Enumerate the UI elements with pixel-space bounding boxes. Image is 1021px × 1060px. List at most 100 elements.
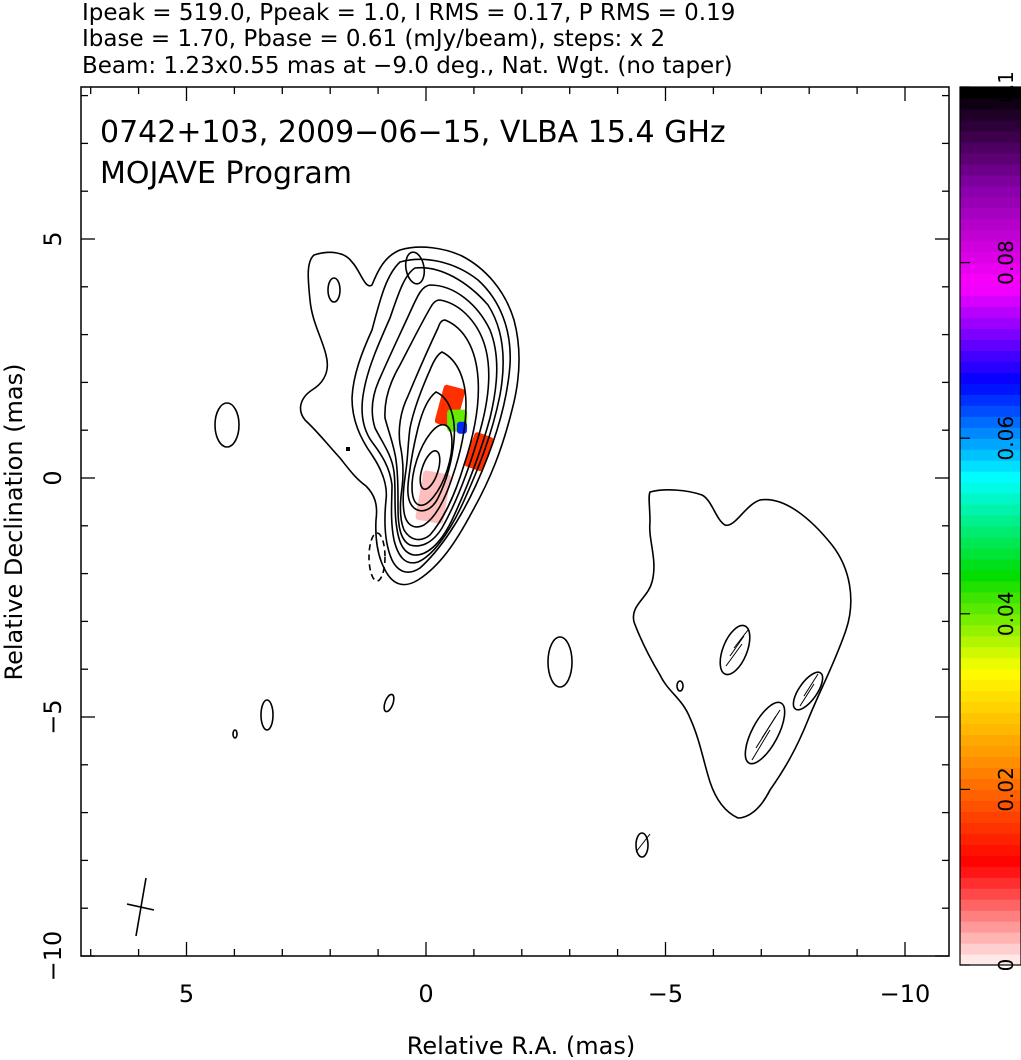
colorbar-band [960,339,1021,351]
colorbar-band [960,361,1021,373]
colorbar-band [960,877,1021,889]
colorbar-band [960,97,1021,110]
colorbar-ticks: 0 0.02 0.04 0.06 0.08 0.1 [960,71,1018,971]
colorbar-band [960,229,1021,242]
colorbar-band [960,284,1021,297]
colorbar-band [960,119,1021,132]
colorbar-band [960,394,1021,406]
colorbar-band [960,701,1021,714]
hatch-lines [635,629,819,853]
colorbar-band [960,855,1021,867]
contour-island-c [232,729,238,739]
colorbar-band [960,910,1021,922]
colorbar-band [960,921,1021,933]
plot-title-line-1: 0742+103, 2009−06−15, VLBA 15.4 GHz [100,115,726,150]
contour-left-small [327,277,341,303]
colorbar-band [960,87,1021,99]
contour-island-b [260,699,274,731]
colorbar-band [960,207,1021,220]
colorbar-band [960,515,1021,527]
colorbar-tick-label: 0.02 [994,767,1018,812]
contour-core-1 [411,423,453,507]
colorbar-band [960,174,1021,187]
axis-ticks [81,87,949,957]
colorbar-band [960,613,1021,626]
colorbar-band [960,108,1021,121]
colorbar-band [960,954,1021,966]
colorbar-tick-label: 0.08 [994,240,1018,285]
contour-core-2 [419,450,441,490]
colorbar-band [960,493,1021,505]
contour-island-d [383,693,395,713]
colorbar-band [960,536,1021,549]
colorbar-band [960,218,1021,231]
colorbar-band [960,273,1021,286]
colorbar-band [960,251,1021,264]
header-line-2: Ibase = 1.70, Pbase = 0.61 (mJy/beam), s… [82,26,665,52]
y-tick-label: 5 [39,231,67,246]
colorbar-band [960,723,1021,736]
colorbar-band [960,800,1021,812]
colorbar-band [960,789,1021,801]
colorbar-band [960,141,1021,154]
colorbar-band [960,767,1021,780]
colorbar-tick-label: 0.1 [994,71,1018,103]
colorbar-band [960,833,1021,845]
contour-5 [384,299,490,547]
contour-diffuse-region [632,489,852,819]
colorbar-band [960,679,1021,692]
colorbar-band [960,306,1021,319]
colorbar-band [960,734,1021,747]
colorbar-band [960,690,1021,703]
colorbar-band [960,745,1021,758]
colorbar-band [960,844,1021,856]
contour-island-a [547,636,573,688]
colorbar-band [960,635,1021,648]
colorbar-band [960,624,1021,637]
colorbar-band [960,569,1021,582]
colorbar-band [960,580,1021,593]
contour-2 [351,258,511,573]
header-line-3: Beam: 1.23x0.55 mas at −9.0 deg., Nat. W… [82,53,733,79]
colorbar-band [960,778,1021,790]
colorbar-band [960,295,1021,308]
colorbar-band [960,163,1021,176]
plot-title-line-2: MOJAVE Program [100,156,352,191]
colorbar-band [960,756,1021,769]
contour-7 [402,351,467,528]
colorbar [960,87,1021,966]
colorbar-band [960,240,1021,253]
colorbar-band [960,328,1021,341]
y-tick-label: −10 [39,931,67,982]
colorbar-band [960,405,1021,417]
colorbar-band [960,438,1021,450]
x-axis-label: Relative R.A. (mas) [407,1032,635,1060]
colorbar-band [960,866,1021,878]
colorbar-band [960,943,1021,955]
contour-6 [398,319,480,541]
colorbar-band [960,932,1021,944]
colorbar-band [960,460,1021,472]
colorbar-band [960,471,1021,483]
colorbar-band [960,130,1021,143]
contour-island-f [635,832,649,858]
contour-hatched-2 [744,701,786,765]
x-tick-label: −5 [648,980,683,1008]
colorbar-band [960,350,1021,362]
plot-frame [80,86,950,957]
contour-hatched-3 [792,671,824,711]
colorbar-band [960,899,1021,911]
contour-3 [361,266,504,564]
contour-top-blob [404,251,426,285]
x-tick-label: 5 [179,980,194,1008]
contour-left-island [214,402,240,448]
contour-4 [371,284,498,556]
colorbar-band [960,712,1021,725]
colorbar-band [960,526,1021,538]
x-tick-label: −10 [880,980,931,1008]
y-tick-label: 0 [39,470,67,485]
colorbar-band [960,317,1021,330]
contour-negative [368,532,386,582]
y-tick-label: −5 [39,699,67,734]
